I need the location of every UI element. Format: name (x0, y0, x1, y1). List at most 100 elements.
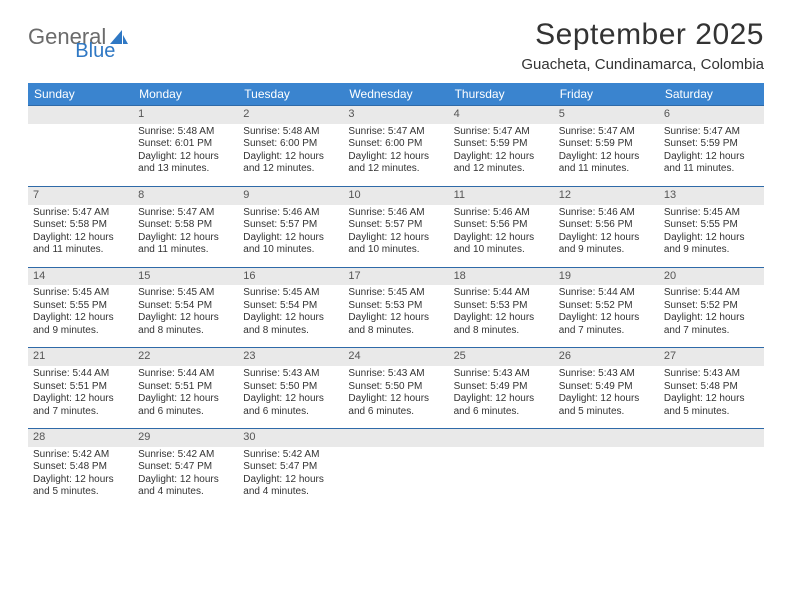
sunrise-text: Sunrise: 5:45 AM (664, 207, 759, 220)
weekday-header: Saturday (659, 83, 764, 105)
day-info (28, 124, 133, 182)
day-number (659, 428, 764, 447)
weekday-header: Wednesday (343, 83, 448, 105)
day-number: 28 (28, 428, 133, 447)
daylight-text: Daylight: 12 hours and 8 minutes. (348, 312, 443, 337)
calendar-day-cell: 28Sunrise: 5:42 AMSunset: 5:48 PMDayligh… (28, 428, 133, 509)
sunset-text: Sunset: 5:50 PM (243, 381, 338, 394)
daylight-text: Daylight: 12 hours and 9 minutes. (559, 232, 654, 257)
day-info: Sunrise: 5:47 AMSunset: 5:59 PMDaylight:… (554, 124, 659, 186)
daylight-text: Daylight: 12 hours and 4 minutes. (243, 474, 338, 499)
day-number (343, 428, 448, 447)
sunset-text: Sunset: 6:00 PM (348, 138, 443, 151)
sunset-text: Sunset: 6:01 PM (138, 138, 233, 151)
day-number: 13 (659, 186, 764, 205)
day-info: Sunrise: 5:43 AMSunset: 5:50 PMDaylight:… (343, 366, 448, 428)
calendar-week-row: 28Sunrise: 5:42 AMSunset: 5:48 PMDayligh… (28, 428, 764, 509)
sunrise-text: Sunrise: 5:43 AM (559, 368, 654, 381)
daylight-text: Daylight: 12 hours and 11 minutes. (664, 151, 759, 176)
daylight-text: Daylight: 12 hours and 6 minutes. (454, 393, 549, 418)
day-info: Sunrise: 5:43 AMSunset: 5:48 PMDaylight:… (659, 366, 764, 428)
daylight-text: Daylight: 12 hours and 13 minutes. (138, 151, 233, 176)
calendar-day-cell (343, 428, 448, 509)
calendar-day-cell: 6Sunrise: 5:47 AMSunset: 5:59 PMDaylight… (659, 105, 764, 186)
daylight-text: Daylight: 12 hours and 8 minutes. (454, 312, 549, 337)
day-number: 20 (659, 267, 764, 286)
calendar-week-row: 1Sunrise: 5:48 AMSunset: 6:01 PMDaylight… (28, 105, 764, 186)
sunrise-text: Sunrise: 5:47 AM (454, 126, 549, 139)
calendar-day-cell: 30Sunrise: 5:42 AMSunset: 5:47 PMDayligh… (238, 428, 343, 509)
sunrise-text: Sunrise: 5:42 AM (33, 449, 128, 462)
calendar-day-cell: 3Sunrise: 5:47 AMSunset: 6:00 PMDaylight… (343, 105, 448, 186)
calendar-body: 1Sunrise: 5:48 AMSunset: 6:01 PMDaylight… (28, 105, 764, 509)
sunset-text: Sunset: 5:52 PM (664, 300, 759, 313)
sunset-text: Sunset: 5:47 PM (243, 461, 338, 474)
day-info: Sunrise: 5:47 AMSunset: 5:59 PMDaylight:… (449, 124, 554, 186)
day-info: Sunrise: 5:43 AMSunset: 5:50 PMDaylight:… (238, 366, 343, 428)
sunset-text: Sunset: 5:54 PM (243, 300, 338, 313)
day-number: 17 (343, 267, 448, 286)
sunset-text: Sunset: 5:56 PM (454, 219, 549, 232)
calendar-day-cell: 22Sunrise: 5:44 AMSunset: 5:51 PMDayligh… (133, 347, 238, 428)
calendar-day-cell: 1 Sunrise: 5:48 AMSunset: 6:01 PMDaylight… (133, 105, 238, 186)
calendar-day-cell: 20Sunrise: 5:44 AMSunset: 5:52 PMDayligh… (659, 267, 764, 348)
day-info: Sunrise: 5:45 AMSunset: 5:53 PMDaylight:… (343, 285, 448, 347)
daylight-text: Daylight: 12 hours and 5 minutes. (664, 393, 759, 418)
daylight-text: Daylight: 12 hours and 5 minutes. (559, 393, 654, 418)
day-number: 15 (133, 267, 238, 286)
calendar-day-cell: 4Sunrise: 5:47 AMSunset: 5:59 PMDaylight… (449, 105, 554, 186)
calendar-day-cell: 10Sunrise: 5:46 AMSunset: 5:57 PMDayligh… (343, 186, 448, 267)
day-number (449, 428, 554, 447)
day-info: Sunrise: 5:45 AMSunset: 5:54 PMDaylight:… (238, 285, 343, 347)
calendar-day-cell: 11 Sunrise: 5:46 AMSunset: 5:56 PMDayligh… (449, 186, 554, 267)
daylight-text: Daylight: 12 hours and 8 minutes. (243, 312, 338, 337)
day-number: 14 (28, 267, 133, 286)
sunset-text: Sunset: 5:47 PM (138, 461, 233, 474)
daylight-text: Daylight: 12 hours and 12 minutes. (454, 151, 549, 176)
sunrise-text: Sunrise: 5:48 AM (138, 126, 233, 139)
sunrise-text: Sunrise: 5:48 AM (243, 126, 338, 139)
day-number: 25 (449, 347, 554, 366)
day-number: 11 (449, 186, 554, 205)
sunset-text: Sunset: 5:57 PM (243, 219, 338, 232)
calendar-day-cell: 12Sunrise: 5:46 AMSunset: 5:56 PMDayligh… (554, 186, 659, 267)
day-info: Sunrise: 5:47 AMSunset: 5:58 PMDaylight:… (28, 205, 133, 267)
daylight-text: Daylight: 12 hours and 10 minutes. (454, 232, 549, 257)
calendar-day-cell: 23Sunrise: 5:43 AMSunset: 5:50 PMDayligh… (238, 347, 343, 428)
calendar-day-cell: 27Sunrise: 5:43 AMSunset: 5:48 PMDayligh… (659, 347, 764, 428)
day-number: 30 (238, 428, 343, 447)
daylight-text: Daylight: 12 hours and 12 minutes. (243, 151, 338, 176)
calendar-day-cell: 13Sunrise: 5:45 AMSunset: 5:55 PMDayligh… (659, 186, 764, 267)
sunrise-text: Sunrise: 5:43 AM (454, 368, 549, 381)
sunset-text: Sunset: 5:59 PM (559, 138, 654, 151)
calendar-day-cell: 24Sunrise: 5:43 AMSunset: 5:50 PMDayligh… (343, 347, 448, 428)
daylight-text: Daylight: 12 hours and 11 minutes. (138, 232, 233, 257)
day-info: Sunrise: 5:46 AMSunset: 5:57 PMDaylight:… (238, 205, 343, 267)
day-info: Sunrise: 5:42 AMSunset: 5:47 PMDaylight:… (133, 447, 238, 509)
sunrise-text: Sunrise: 5:43 AM (348, 368, 443, 381)
sunset-text: Sunset: 5:54 PM (138, 300, 233, 313)
calendar-day-cell: 9Sunrise: 5:46 AMSunset: 5:57 PMDaylight… (238, 186, 343, 267)
day-info (449, 447, 554, 505)
sunrise-text: Sunrise: 5:44 AM (559, 287, 654, 300)
calendar-day-cell: 14Sunrise: 5:45 AMSunset: 5:55 PMDayligh… (28, 267, 133, 348)
sunrise-text: Sunrise: 5:45 AM (243, 287, 338, 300)
day-number: 1 (133, 105, 238, 124)
calendar-day-cell (28, 105, 133, 186)
day-number: 24 (343, 347, 448, 366)
sunset-text: Sunset: 5:59 PM (664, 138, 759, 151)
calendar-day-cell: 5Sunrise: 5:47 AMSunset: 5:59 PMDaylight… (554, 105, 659, 186)
sunrise-text: Sunrise: 5:46 AM (454, 207, 549, 220)
day-info: Sunrise: 5:45 AMSunset: 5:55 PMDaylight:… (28, 285, 133, 347)
calendar-day-cell: 7Sunrise: 5:47 AMSunset: 5:58 PMDaylight… (28, 186, 133, 267)
day-info: Sunrise: 5:42 AMSunset: 5:48 PMDaylight:… (28, 447, 133, 509)
daylight-text: Daylight: 12 hours and 7 minutes. (664, 312, 759, 337)
sunrise-text: Sunrise: 5:43 AM (243, 368, 338, 381)
sunset-text: Sunset: 5:56 PM (559, 219, 654, 232)
day-info: Sunrise: 5:42 AMSunset: 5:47 PMDaylight:… (238, 447, 343, 509)
location-text: Guacheta, Cundinamarca, Colombia (521, 56, 764, 73)
daylight-text: Daylight: 12 hours and 12 minutes. (348, 151, 443, 176)
calendar-day-cell: 25Sunrise: 5:43 AMSunset: 5:49 PMDayligh… (449, 347, 554, 428)
logo-word-2: Blue (75, 40, 115, 63)
weekday-header: Friday (554, 83, 659, 105)
